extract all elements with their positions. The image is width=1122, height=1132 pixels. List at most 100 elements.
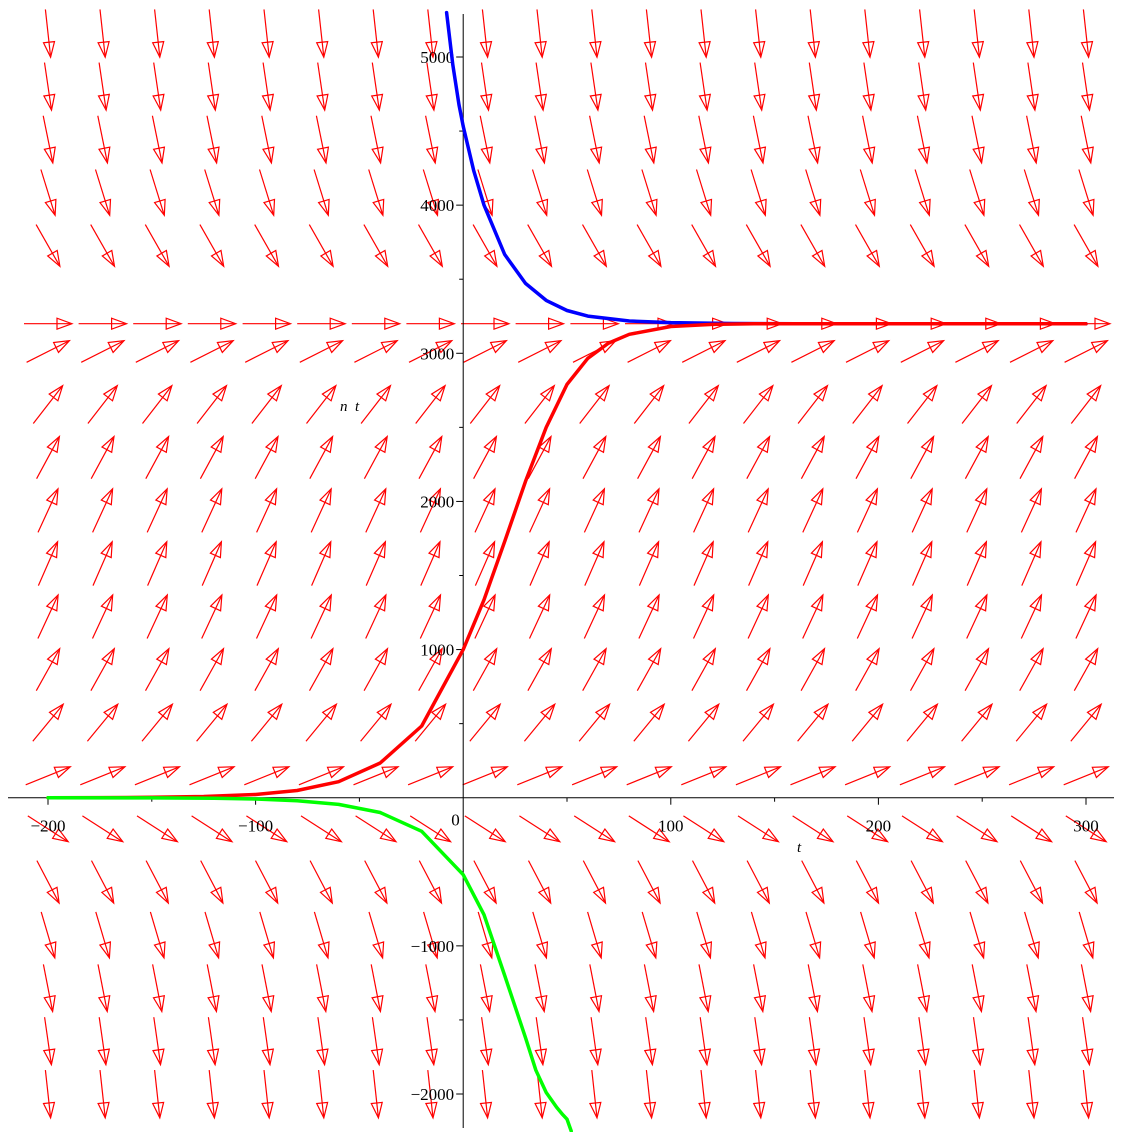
arrow-head — [319, 434, 334, 454]
slope-arrow — [365, 593, 387, 639]
arrow-shaft — [258, 169, 274, 214]
slope-arrow — [524, 384, 556, 424]
arrow-head — [977, 702, 994, 721]
slope-arrow — [300, 815, 343, 843]
slope-arrow — [633, 702, 666, 742]
slope-arrow — [479, 62, 493, 112]
arrow-head — [537, 487, 551, 506]
slope-arrow — [914, 169, 931, 217]
arrow-shaft — [244, 341, 287, 363]
slope-arrow — [417, 224, 444, 268]
arrow-shaft — [189, 767, 233, 786]
arrow-head — [155, 647, 170, 666]
slope-arrow — [916, 9, 930, 59]
arrow-shaft — [473, 860, 496, 902]
arrow-head — [483, 886, 497, 905]
arrow-head — [317, 941, 330, 960]
arrow-shaft — [92, 543, 112, 586]
arrow-shaft — [638, 490, 659, 533]
slope-arrow — [299, 339, 345, 363]
arrow-head — [261, 1101, 274, 1120]
arrow-head — [262, 146, 275, 165]
arrow-shaft — [918, 1017, 926, 1063]
slope-arrow — [964, 647, 990, 691]
arrow-shaft — [153, 1017, 161, 1063]
slope-arrow — [370, 964, 384, 1014]
slope-arrow — [753, 1017, 766, 1067]
slope-arrow — [736, 339, 782, 363]
arrow-head — [42, 1101, 56, 1120]
arrow-shaft — [966, 596, 987, 639]
arrow-shaft — [807, 115, 818, 162]
arrow-head — [643, 1048, 657, 1067]
slope-arrow — [1075, 487, 1097, 533]
slope-arrow — [800, 647, 826, 691]
arrow-shaft — [372, 1070, 379, 1116]
arrow-head — [52, 339, 71, 354]
arrow-head — [702, 647, 717, 666]
arrow-shaft — [973, 1070, 980, 1116]
slope-arrow — [750, 169, 767, 217]
slope-arrow — [134, 766, 182, 786]
arrow-head — [537, 540, 550, 559]
arrow-shaft — [310, 490, 331, 533]
arrow-shaft — [1028, 1070, 1035, 1116]
slope-arrow — [1009, 339, 1055, 363]
slope-arrow — [80, 339, 126, 363]
arrow-shaft — [86, 705, 118, 742]
arrow-head — [1080, 40, 1094, 59]
slope-arrow — [92, 487, 114, 533]
arrow-shaft — [419, 596, 441, 639]
arrow-shaft — [754, 62, 762, 109]
arrow-shaft — [591, 1070, 598, 1116]
arrow-shaft — [581, 224, 606, 265]
arrow-shaft — [862, 964, 873, 1010]
slope-arrow — [87, 384, 119, 424]
slope-arrow — [201, 487, 223, 533]
arrow-shaft — [207, 62, 216, 109]
arrow-shaft — [964, 650, 989, 691]
slope-arrow — [469, 702, 502, 742]
arrow-head — [534, 93, 548, 112]
arrow-shaft — [190, 341, 232, 363]
slope-arrow — [626, 766, 673, 786]
arrow-shaft — [91, 596, 113, 639]
arrow-shaft — [809, 9, 816, 56]
slope-arrow — [355, 815, 398, 843]
arrow-shaft — [418, 437, 442, 479]
arrow-head — [643, 93, 657, 112]
slope-arrow — [681, 339, 727, 363]
arrow-shaft — [641, 911, 656, 957]
arrow-shaft — [201, 596, 222, 639]
slope-arrow — [261, 115, 275, 165]
arrow-head — [920, 647, 935, 666]
slope-arrow — [254, 434, 279, 479]
slope-arrow — [1023, 169, 1040, 217]
arrow-shaft — [791, 341, 833, 363]
slope-arrow — [464, 815, 507, 843]
arrow-shaft — [372, 9, 379, 56]
arrow-shaft — [208, 9, 215, 56]
arrow-head — [212, 702, 229, 721]
arrow-shaft — [246, 815, 286, 842]
arrow-shaft — [901, 815, 942, 842]
slope-arrow — [370, 9, 384, 59]
arrow-head — [538, 249, 553, 268]
slope-arrow — [643, 9, 657, 59]
arrow-head — [1029, 886, 1044, 905]
arrow-head — [592, 434, 607, 454]
arrow-shaft — [147, 543, 167, 586]
slope-arrow — [1010, 815, 1054, 843]
arrow-shaft — [517, 767, 561, 786]
slope-arrow — [479, 964, 493, 1014]
slope-arrow — [1018, 224, 1045, 268]
arrow-head — [206, 93, 220, 112]
slope-arrow — [742, 702, 775, 742]
arrow-shaft — [1027, 62, 1036, 109]
slope-arrow — [638, 540, 660, 586]
arrow-shaft — [32, 386, 62, 424]
arrow-head — [162, 766, 182, 779]
arrow-head — [425, 994, 439, 1014]
arrow-head — [972, 146, 985, 165]
arrow-shaft — [1064, 341, 1106, 363]
